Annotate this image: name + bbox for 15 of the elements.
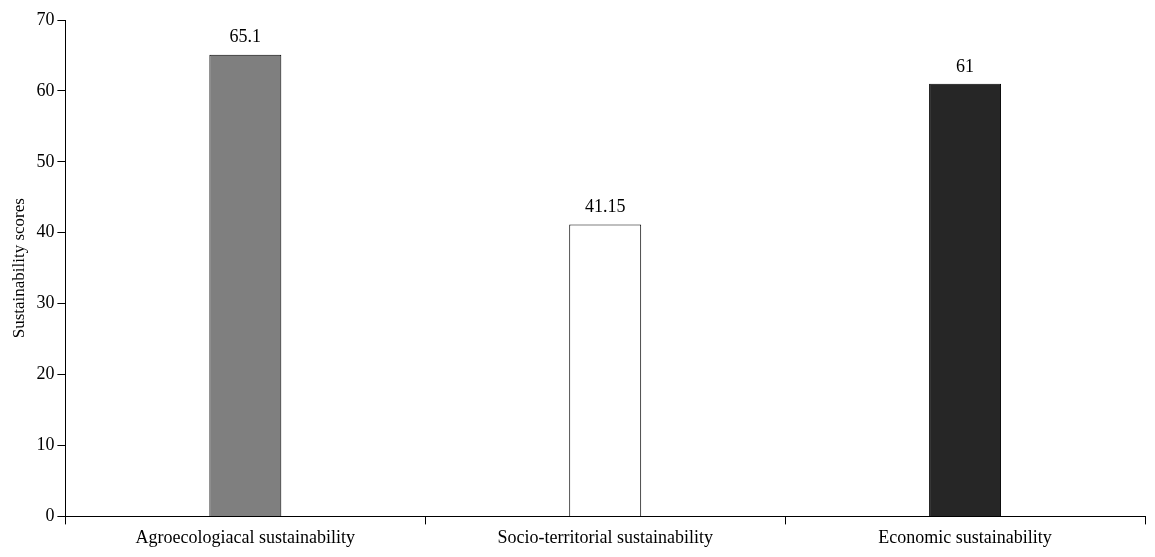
- data-label: 41.15: [584, 196, 626, 217]
- x-tick-label: Socio-territorial sustainability: [497, 526, 713, 547]
- y-tick-label: 40: [36, 221, 55, 242]
- y-tick-label: 20: [36, 363, 55, 384]
- data-label: 61: [956, 55, 975, 76]
- y-tick-label: 10: [36, 434, 55, 455]
- y-tick-label: 0: [45, 505, 55, 526]
- x-tick-label: Economic sustainability: [878, 526, 1052, 547]
- y-tick-label: 30: [36, 292, 55, 313]
- x-tick-label: Agroecologiacal sustainability: [135, 526, 356, 547]
- y-axis-title: Sustainability scores: [8, 198, 28, 339]
- y-tick-label: 60: [36, 79, 55, 100]
- y-tick-label: 50: [36, 150, 55, 171]
- data-label: 65.1: [229, 26, 262, 47]
- y-tick-label: 70: [36, 8, 55, 29]
